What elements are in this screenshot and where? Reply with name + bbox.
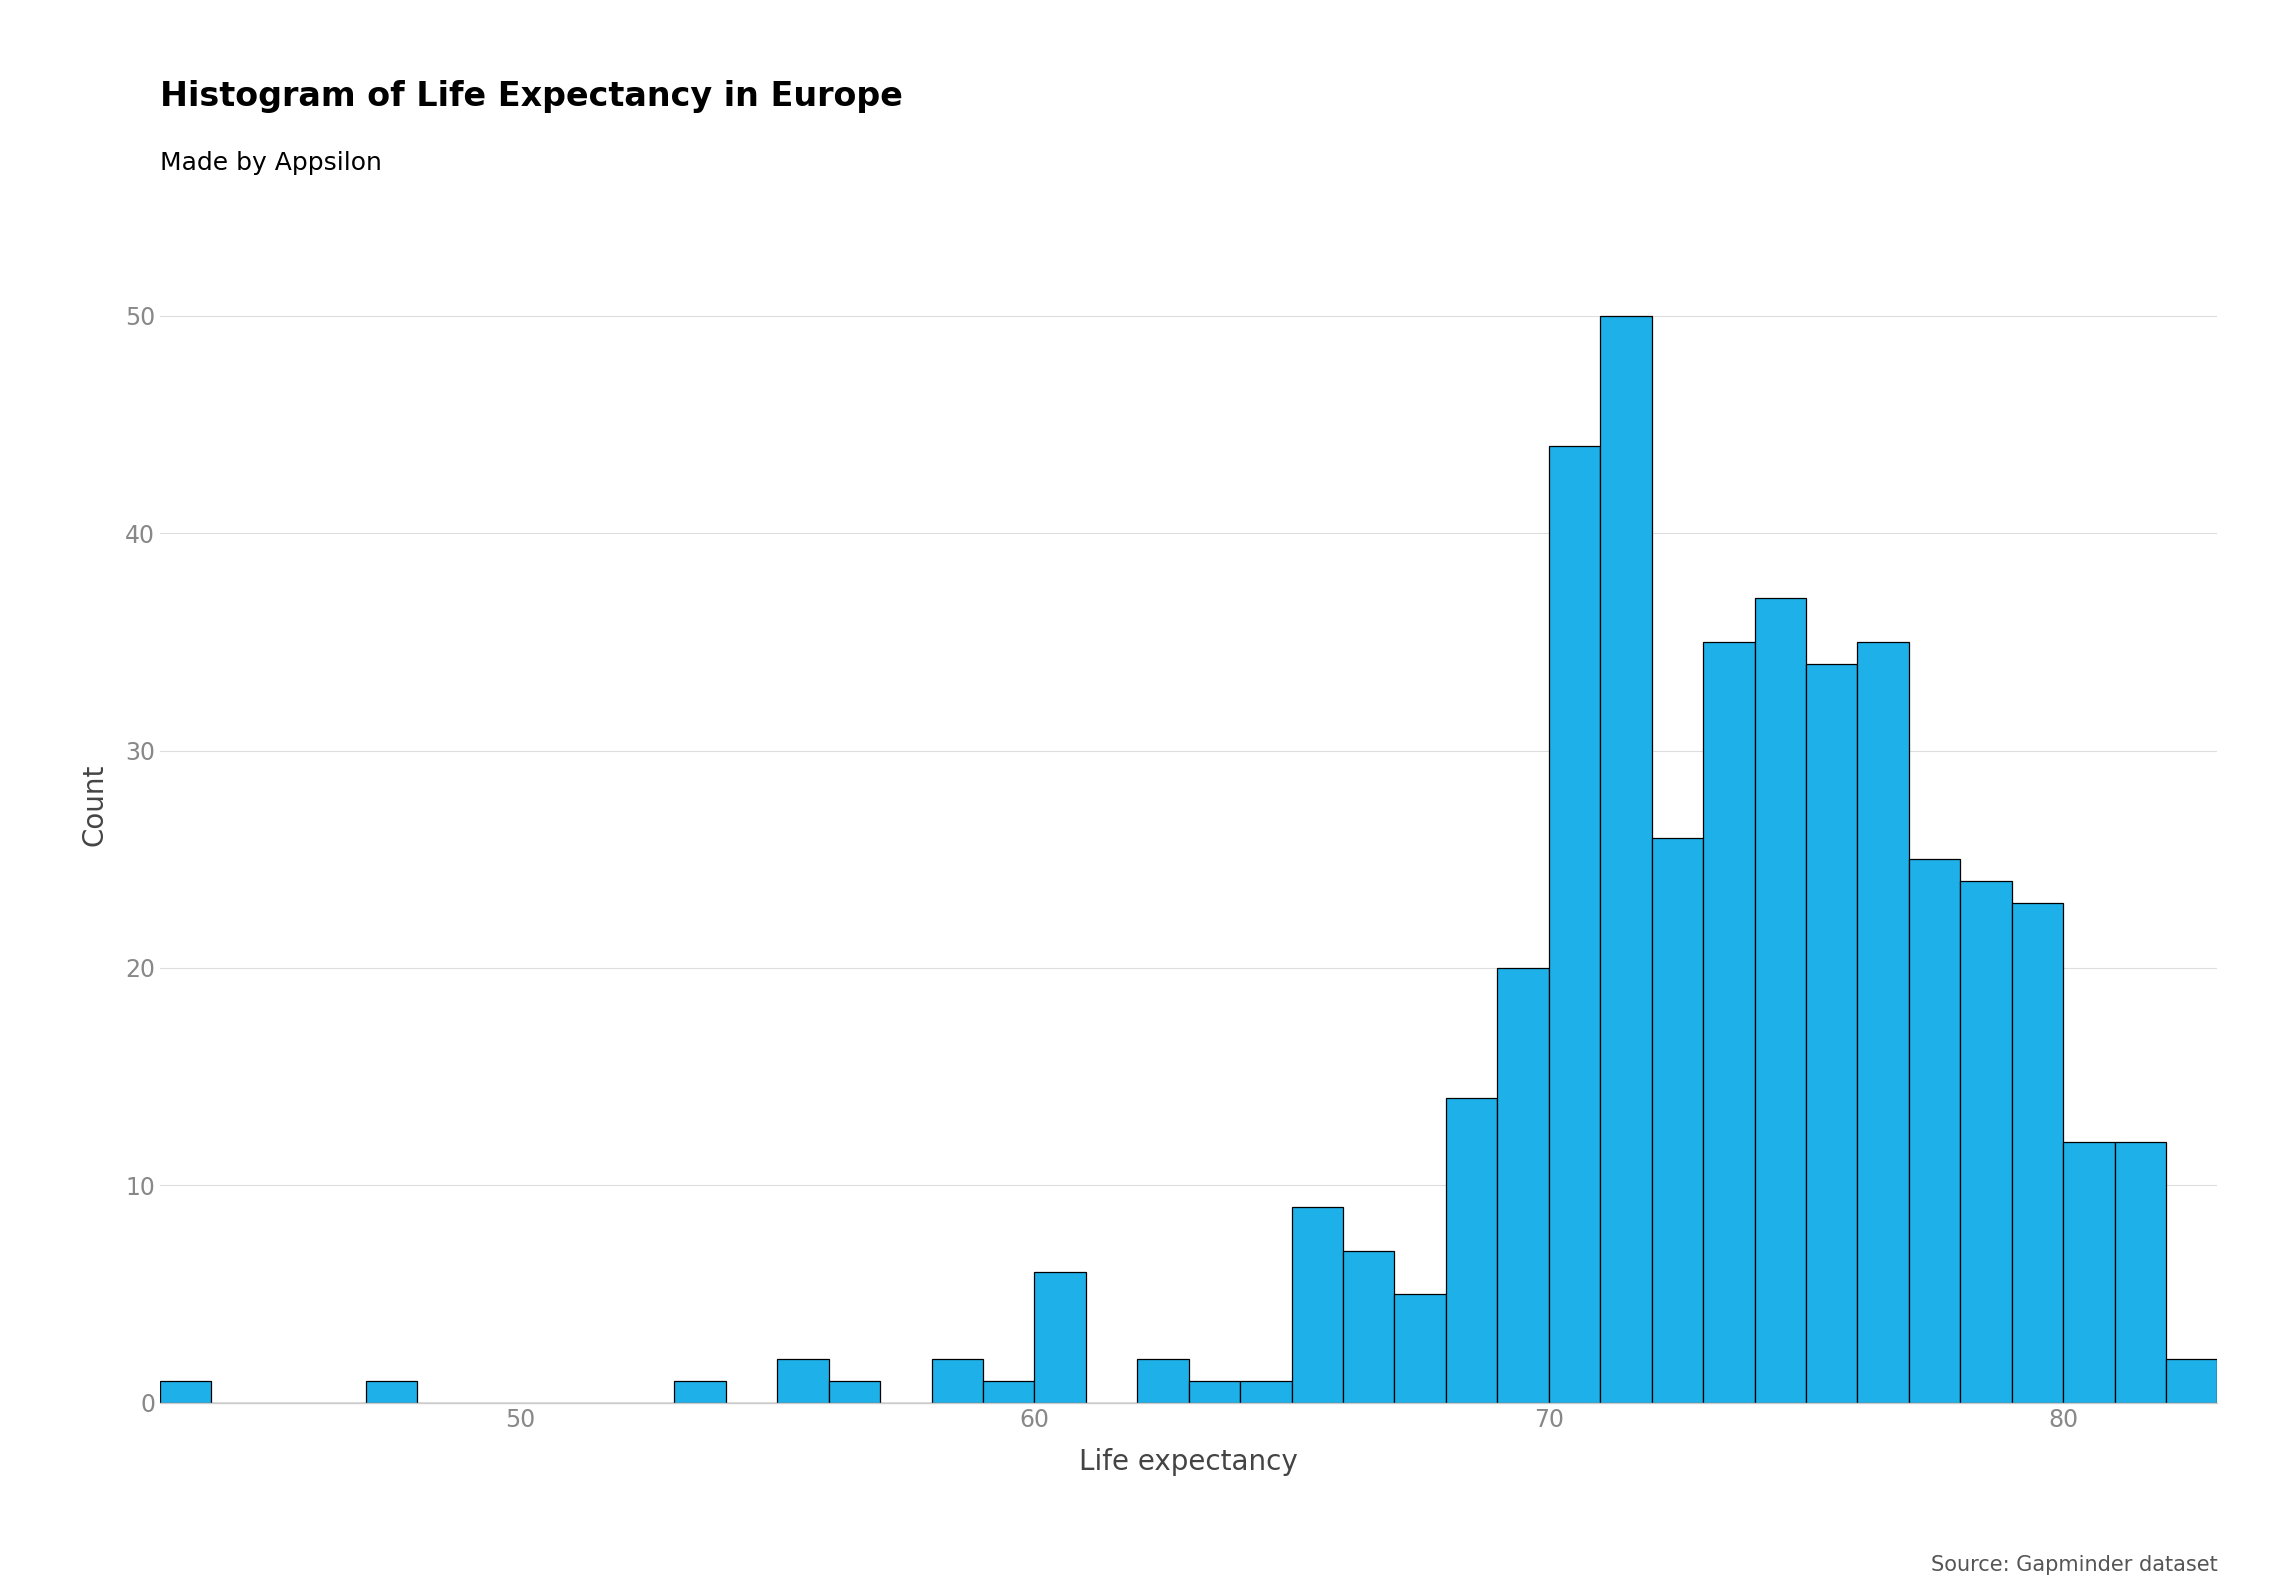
- Bar: [983, 1380, 1033, 1403]
- Bar: [366, 1380, 418, 1403]
- Bar: [1344, 1251, 1394, 1403]
- Bar: [1703, 642, 1756, 1403]
- Bar: [1961, 881, 2012, 1403]
- Bar: [933, 1360, 983, 1403]
- Bar: [1756, 598, 1806, 1403]
- Bar: [830, 1380, 880, 1403]
- Bar: [160, 1380, 210, 1403]
- Bar: [1806, 663, 1856, 1403]
- Bar: [1292, 1207, 1344, 1403]
- Bar: [1653, 837, 1703, 1403]
- Text: Histogram of Life Expectancy in Europe: Histogram of Life Expectancy in Europe: [160, 80, 903, 113]
- Text: Made by Appsilon: Made by Appsilon: [160, 151, 382, 175]
- Bar: [1550, 446, 1600, 1403]
- Text: Source: Gapminder dataset: Source: Gapminder dataset: [1932, 1554, 2217, 1575]
- Bar: [1909, 859, 1961, 1403]
- Bar: [674, 1380, 727, 1403]
- Bar: [1394, 1294, 1447, 1403]
- Bar: [1600, 316, 1653, 1403]
- Bar: [2064, 1141, 2115, 1403]
- Bar: [1241, 1380, 1292, 1403]
- Bar: [1036, 1272, 1086, 1403]
- Bar: [1859, 642, 1909, 1403]
- Bar: [777, 1360, 830, 1403]
- Bar: [2115, 1141, 2167, 1403]
- Bar: [1138, 1360, 1189, 1403]
- Bar: [1497, 968, 1550, 1403]
- Bar: [2012, 902, 2064, 1403]
- Bar: [1189, 1380, 1241, 1403]
- Bar: [2167, 1360, 2217, 1403]
- X-axis label: Life expectancy: Life expectancy: [1079, 1449, 1298, 1476]
- Bar: [1447, 1098, 1497, 1403]
- Y-axis label: Count: Count: [80, 764, 107, 846]
